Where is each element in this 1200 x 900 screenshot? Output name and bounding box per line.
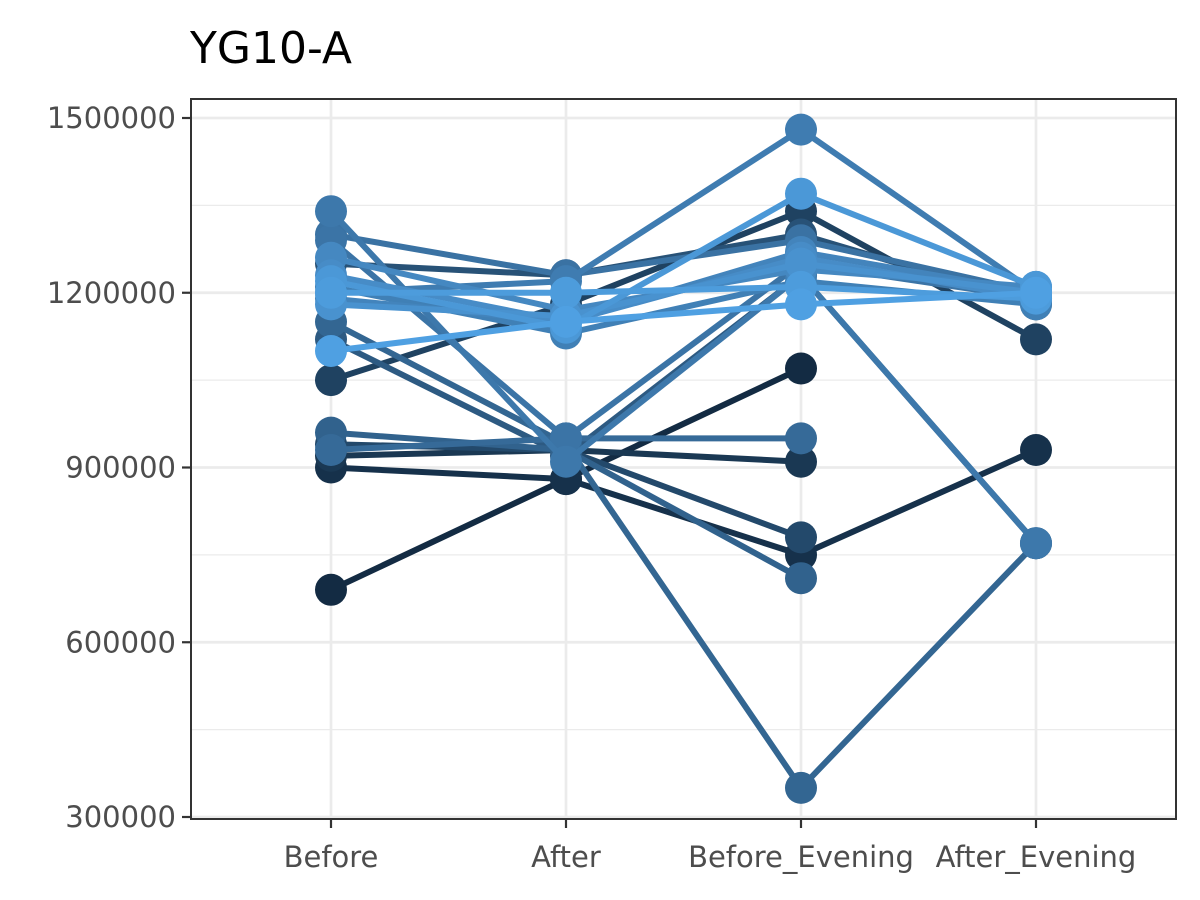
data-point bbox=[785, 772, 817, 804]
data-point bbox=[550, 306, 582, 338]
data-point bbox=[785, 114, 817, 146]
y-tick-label: 600000 bbox=[65, 625, 176, 659]
y-tick-label: 1500000 bbox=[47, 101, 176, 135]
data-point bbox=[315, 195, 347, 227]
y-tick-label: 1200000 bbox=[47, 276, 176, 310]
data-point bbox=[1020, 434, 1052, 466]
data-point bbox=[315, 277, 347, 309]
data-point bbox=[785, 178, 817, 210]
data-point bbox=[550, 446, 582, 478]
x-tick-label: After_Evening bbox=[936, 840, 1137, 874]
data-point bbox=[785, 521, 817, 553]
data-point bbox=[1020, 527, 1052, 559]
data-point bbox=[785, 422, 817, 454]
data-point bbox=[785, 353, 817, 385]
data-point bbox=[785, 562, 817, 594]
x-tick-label: After bbox=[531, 840, 601, 874]
chart-title: YG10-A bbox=[189, 23, 352, 74]
data-point bbox=[1020, 277, 1052, 309]
data-point bbox=[785, 288, 817, 320]
data-point bbox=[1020, 323, 1052, 355]
data-point bbox=[315, 434, 347, 466]
data-point bbox=[315, 574, 347, 606]
x-tick-label: Before_Evening bbox=[688, 840, 914, 874]
data-point bbox=[315, 364, 347, 396]
x-tick-label: Before bbox=[284, 840, 379, 874]
data-point bbox=[315, 335, 347, 367]
y-tick-label: 300000 bbox=[65, 800, 176, 834]
y-tick-label: 900000 bbox=[65, 451, 176, 485]
data-point bbox=[550, 277, 582, 309]
